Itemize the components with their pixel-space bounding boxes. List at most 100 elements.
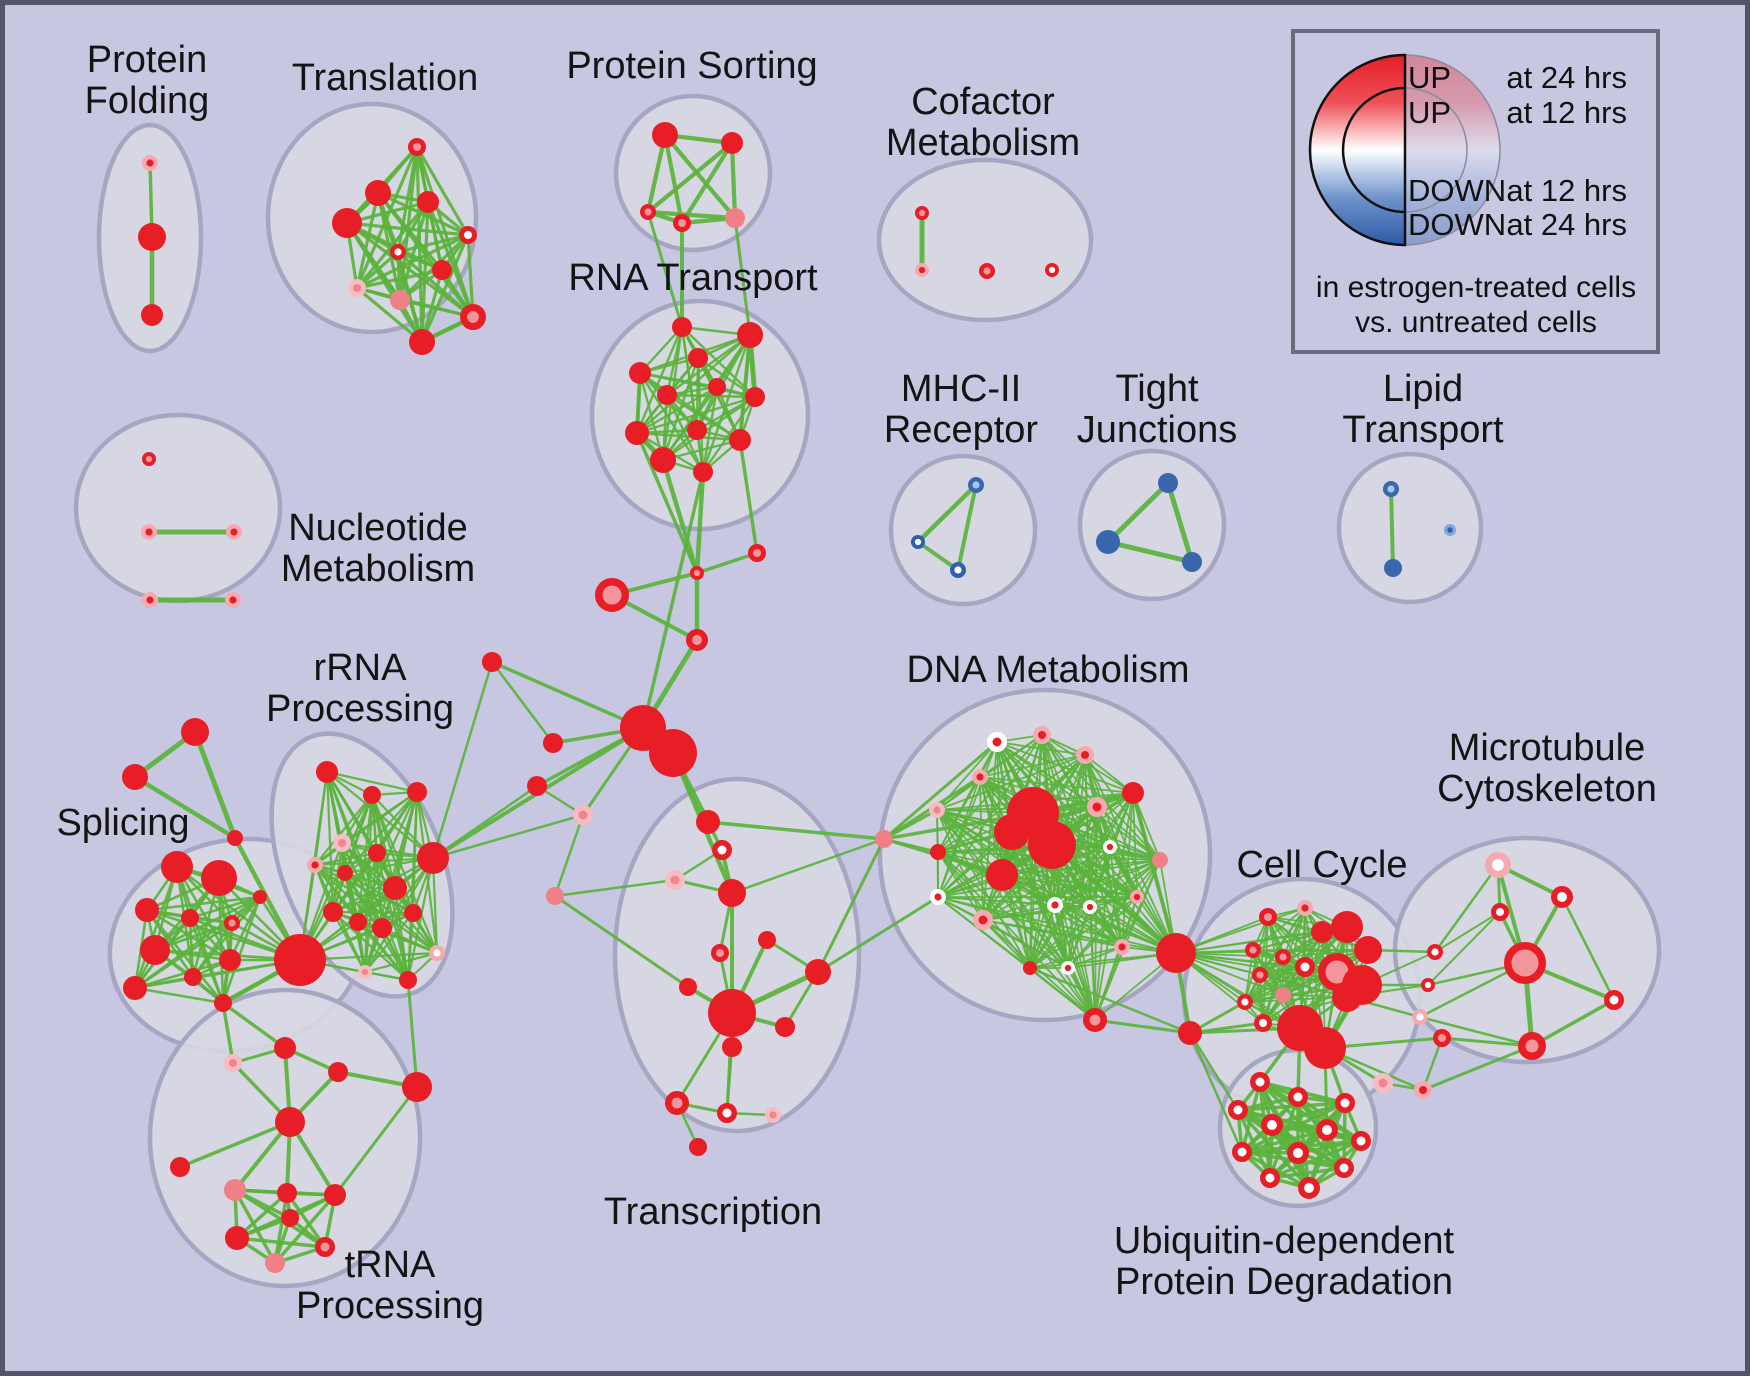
node-q2 — [225, 524, 242, 541]
node-x1 — [1421, 977, 1436, 992]
node-M3 — [1504, 942, 1546, 984]
node-c6 — [1354, 936, 1382, 964]
edge-x3-x5 — [1421, 1036, 1444, 1092]
node-M2 — [1490, 902, 1509, 921]
edge-x0-M0 — [1433, 863, 1500, 954]
cluster-ellipse-transcription — [612, 776, 862, 1134]
node-v9 — [729, 429, 751, 451]
node-d12 — [986, 859, 1018, 891]
cluster-label-tight-junctions-line2: Junctions — [1077, 409, 1238, 451]
edge-p0-p4 — [662, 132, 738, 221]
legend-direction-3: DOWN — [1408, 173, 1506, 208]
edge-s10-w1 — [221, 1001, 287, 1050]
legend-circle-inner-left — [1341, 86, 1406, 214]
edge-x3-M4 — [1440, 1036, 1534, 1048]
node-w0 — [224, 1053, 243, 1072]
node-w11 — [265, 1253, 285, 1273]
node-r2 — [407, 782, 427, 802]
node-d15 — [930, 889, 947, 906]
node-u8 — [1287, 1142, 1310, 1165]
edge-d14-d18 — [1089, 896, 1138, 908]
node-r7 — [417, 842, 449, 874]
cluster-label-protein-sorting-line1: Protein Sorting — [566, 45, 817, 87]
node-p4 — [725, 208, 745, 228]
edge-r5-r11 — [375, 851, 384, 930]
nodes-layer — [122, 122, 1624, 1273]
edge-v6-v10 — [661, 395, 757, 462]
cluster-label-nucleotide-metabolism-line1: Nucleotide — [288, 507, 468, 549]
edge-r7-r9 — [331, 856, 435, 914]
node-r5 — [368, 844, 386, 862]
node-u4 — [1261, 1114, 1284, 1137]
edge-t4-t5 — [396, 233, 470, 254]
edge-t4-t10 — [420, 233, 470, 344]
edge-M4-M5 — [1530, 998, 1616, 1048]
node-p1 — [721, 132, 743, 154]
edge-d17-B1 — [1054, 904, 1177, 954]
edge-L0-r7 — [431, 660, 494, 860]
edge-r8-r15 — [393, 886, 410, 982]
node-n3 — [718, 879, 746, 907]
edge-t5-t9 — [396, 250, 475, 319]
edge-t2-t8 — [345, 221, 402, 302]
edge-d20-d21 — [1067, 946, 1123, 969]
legend-direction-1: UP — [1408, 60, 1451, 95]
edge-t4-t9 — [466, 233, 475, 319]
edge-u5-u7 — [1240, 1128, 1329, 1154]
node-B2 — [1178, 1021, 1202, 1045]
node-u1 — [1288, 1087, 1308, 1107]
node-l2 — [1444, 524, 1457, 537]
node-M4 — [1518, 1032, 1546, 1060]
node-v7 — [625, 421, 649, 445]
edge-c2-c5 — [1252, 931, 1323, 951]
edge-d5-d21 — [1121, 792, 1134, 948]
cluster-label-cell-cycle-line1: Cell Cycle — [1236, 844, 1407, 886]
edge-p2-p4 — [645, 209, 738, 221]
node-n7 — [679, 978, 697, 996]
node-c7 — [1295, 957, 1315, 977]
node-d20 — [1061, 960, 1076, 975]
node-L2 — [527, 776, 547, 796]
node-t10 — [409, 329, 435, 355]
cluster-label-transcription-line1: Transcription — [604, 1191, 822, 1233]
cluster-label-translation-line1: Translation — [292, 57, 479, 99]
node-C0 — [595, 578, 629, 612]
node-r9 — [323, 902, 343, 922]
node-r4 — [307, 857, 324, 874]
edge-B2-d19 — [1028, 966, 1192, 1035]
edge-s8-H1 — [133, 958, 302, 990]
edge-r13-r14 — [363, 951, 439, 974]
edge-r9-r12 — [331, 910, 415, 915]
node-x5 — [1413, 1080, 1432, 1099]
edge-d5-B1 — [1131, 791, 1178, 955]
edge-t1-t7 — [355, 191, 380, 290]
node-c10 — [1251, 967, 1268, 984]
edge-d11-d15 — [937, 846, 1111, 898]
node-d11 — [1103, 839, 1118, 854]
node-d17 — [1046, 897, 1063, 914]
node-m1 — [910, 534, 925, 549]
node-n8 — [708, 989, 756, 1037]
edge-p1-p2 — [645, 140, 735, 215]
node-v4 — [657, 385, 677, 405]
cluster-label-microtubule-cytoskeleton-line1: Microtubule — [1449, 727, 1645, 769]
node-t5 — [390, 243, 407, 260]
node-d21 — [1113, 939, 1130, 956]
edge-r0-r2 — [325, 770, 419, 794]
node-B1 — [1156, 933, 1196, 973]
node-r13 — [429, 945, 446, 962]
edge-v6-v11 — [701, 395, 757, 474]
edge-w7-w10 — [285, 1191, 327, 1249]
edge-p4-v1 — [733, 216, 752, 337]
node-d3 — [972, 769, 989, 786]
cluster-label-cofactor-metabolism-line2: Metabolism — [886, 122, 1080, 164]
node-M1 — [1551, 886, 1574, 909]
node-t4 — [459, 226, 478, 245]
node-v1 — [737, 322, 763, 348]
node-s9 — [253, 890, 267, 904]
edge-d17-d21 — [1054, 904, 1123, 948]
edge-p0-p3 — [662, 132, 685, 226]
node-r12 — [404, 904, 422, 922]
